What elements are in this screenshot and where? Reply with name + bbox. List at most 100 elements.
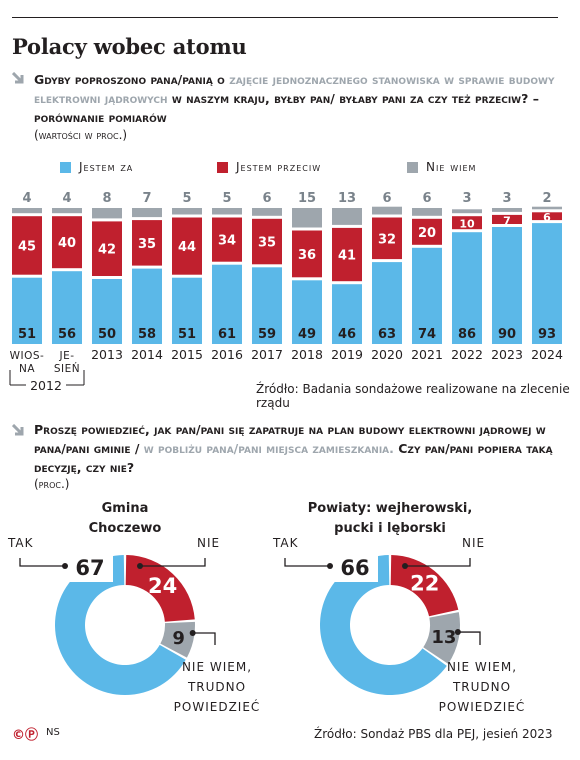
- label-tak: TAK: [272, 536, 299, 550]
- bar-przeciw: [332, 227, 362, 282]
- question-1-text-end: w naszym kraju, byłby pan/ byłaby pani z…: [34, 91, 539, 125]
- data-label-przeciw: 34: [218, 234, 236, 249]
- stacked-bar-chart: 51454WIOS-NA56404JE-SIEŃ5042820135835720…: [9, 191, 563, 393]
- data-label-niewiem: 6: [422, 191, 431, 206]
- data-label-niewiem: 13: [338, 191, 356, 206]
- page-title: Polacy wobec atomu: [12, 34, 247, 59]
- bar-niewiem: [372, 206, 402, 215]
- data-label-za: 90: [498, 327, 516, 342]
- slice-niewiem: [423, 612, 460, 664]
- slice-tak: [319, 555, 447, 695]
- donut-title: Powiaty: wejherowski,: [308, 501, 473, 516]
- bar-za: [372, 262, 402, 344]
- data-label-niewiem: 6: [262, 191, 271, 206]
- x-tick-label: 2024: [531, 347, 563, 362]
- question-1-text: Gdyby poproszono pana/panią o: [34, 72, 230, 87]
- label-niewiem: TRUDNO: [452, 680, 511, 694]
- group-label-2012: 2012: [30, 378, 62, 393]
- leader-line-nie: [405, 558, 471, 567]
- legend-label-niewiem: Nie wiem: [426, 160, 477, 174]
- bar-niewiem: [12, 208, 42, 214]
- copyright-logo: ©Ⓟ: [12, 728, 39, 743]
- data-label-tak: 67: [75, 556, 104, 580]
- legend-label-za: Jestem za: [79, 160, 134, 174]
- x-tick-label: 2021: [411, 347, 443, 362]
- data-label-niewiem: 9: [172, 628, 185, 649]
- bar-za: [292, 280, 322, 344]
- donut-title: pucki i lęborski: [334, 521, 446, 536]
- bar-przeciw: [492, 214, 522, 224]
- x-tick-label: 2019: [331, 347, 363, 362]
- leader-dot: [137, 563, 143, 569]
- bar-przeciw: [92, 221, 122, 276]
- leader-dot: [327, 563, 333, 569]
- bar-przeciw: [52, 216, 82, 269]
- author-initials: NS: [46, 727, 60, 738]
- legend-item-niewiem: Nie wiem: [407, 160, 476, 174]
- data-label-za: 63: [378, 327, 396, 342]
- question-2-text-end: Czy pan/pani popiera taką decyzję, czy n…: [34, 441, 553, 475]
- data-label-przeciw: 6: [543, 211, 551, 224]
- data-label-za: 49: [298, 327, 316, 342]
- bar-niewiem: [252, 208, 282, 216]
- slice-nie: [390, 555, 459, 617]
- leader-line-nie: [140, 558, 206, 567]
- slice-nie: [125, 555, 195, 622]
- bar-niewiem: [212, 208, 242, 215]
- data-label-przeciw: 36: [298, 248, 316, 263]
- bar-za: [12, 277, 42, 344]
- legend-label-przeciw: Jestem przeciw: [236, 160, 322, 174]
- x-tick-label: WIOS-: [10, 350, 45, 362]
- bar-niewiem: [92, 208, 122, 219]
- bar-za: [52, 271, 82, 344]
- data-label-przeciw: 41: [338, 249, 356, 264]
- label-niewiem: NIE WIEM,: [447, 660, 517, 674]
- bar-niewiem: [172, 208, 202, 215]
- data-label-niewiem: 4: [62, 191, 71, 206]
- bar-niewiem: [492, 208, 522, 212]
- bar-niewiem: [332, 208, 362, 225]
- label-nie: NIE: [197, 536, 220, 550]
- data-label-niewiem: 5: [182, 191, 191, 206]
- data-label-przeciw: 7: [503, 214, 511, 227]
- x-tick-label: JE-: [58, 350, 74, 362]
- arrow-icon: [12, 72, 24, 84]
- question-2: Proszę powiedzieć, jak pan/pani się zapa…: [34, 420, 564, 477]
- data-label-przeciw: 35: [258, 236, 276, 251]
- data-label-niewiem: 7: [142, 191, 151, 206]
- x-tick-label: 2017: [251, 347, 283, 362]
- question-1: Gdyby poproszono pana/panią o zajęcie je…: [34, 70, 564, 127]
- leader-line-tak: [19, 558, 65, 567]
- leader-dot: [189, 629, 196, 636]
- label-niewiem: TRUDNO: [187, 680, 246, 694]
- label-backdrop: [332, 550, 378, 582]
- label-niewiem: POWIEDZIEĆ: [174, 699, 261, 714]
- bar-niewiem: [132, 208, 162, 218]
- data-label-za: 59: [258, 327, 276, 342]
- leader-dot: [62, 563, 68, 569]
- label-backdrop: [67, 550, 113, 582]
- data-label-za: 86: [458, 327, 476, 342]
- source-note-1: Źródło: Badania sondażowe realizowane na…: [256, 382, 570, 410]
- label-nie: NIE: [462, 536, 485, 550]
- x-tick-label: NA: [19, 363, 35, 375]
- question-1-unit: (wartości w proc.): [34, 128, 128, 142]
- data-label-przeciw: 45: [18, 239, 36, 254]
- label-niewiem: NIE WIEM,: [182, 660, 252, 674]
- bar-niewiem: [412, 208, 442, 216]
- x-tick-label: 2020: [371, 347, 403, 362]
- slice-tak: [54, 555, 186, 696]
- data-label-przeciw: 10: [459, 218, 475, 231]
- data-label-za: 56: [58, 327, 76, 342]
- bar-za: [132, 268, 162, 344]
- bar-niewiem: [292, 208, 322, 228]
- data-label-za: 74: [418, 327, 436, 342]
- bar-za: [452, 232, 482, 344]
- bar-za: [172, 277, 202, 344]
- bar-za: [212, 264, 242, 344]
- data-label-za: 46: [338, 327, 356, 342]
- data-label-niewiem: 2: [542, 191, 551, 206]
- label-niewiem: POWIEDZIEĆ: [439, 699, 526, 714]
- bar-za: [92, 279, 122, 344]
